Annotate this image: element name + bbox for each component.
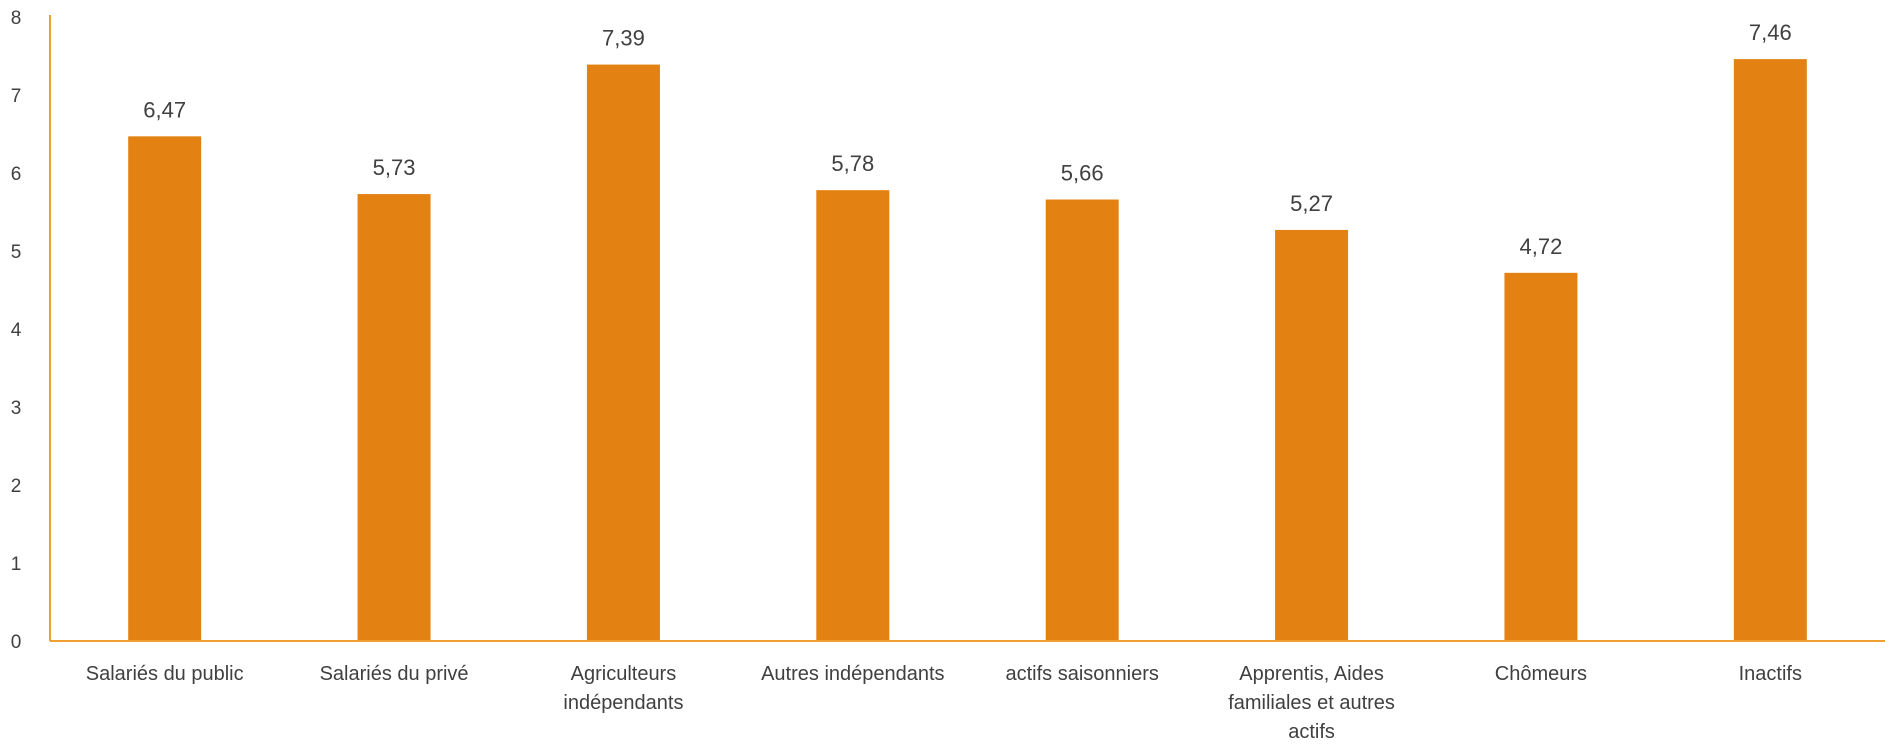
data-label: 6,47 bbox=[143, 97, 186, 122]
bar bbox=[1275, 229, 1349, 641]
x-tick-label: Salariés du privé bbox=[320, 663, 469, 685]
x-tick-label: indépendants bbox=[563, 692, 683, 714]
data-label: 4,72 bbox=[1520, 234, 1563, 259]
y-tick-label: 4 bbox=[11, 320, 22, 341]
data-label: 7,39 bbox=[602, 26, 645, 51]
bar bbox=[128, 136, 202, 641]
x-tick-label: Agriculteurs bbox=[571, 663, 677, 685]
y-tick-label: 2 bbox=[11, 476, 22, 497]
data-label: 5,27 bbox=[1290, 191, 1333, 216]
y-tick-label: 7 bbox=[11, 86, 22, 107]
x-tick-label: Salariés du public bbox=[86, 663, 244, 685]
data-label: 5,78 bbox=[831, 151, 874, 176]
bar bbox=[1733, 59, 1807, 642]
x-tick-label: familiales et autres bbox=[1228, 692, 1395, 714]
bar bbox=[816, 190, 890, 641]
data-label: 5,73 bbox=[373, 155, 416, 180]
x-tick-label: actifs saisonniers bbox=[1005, 663, 1158, 685]
bar bbox=[1504, 272, 1578, 641]
y-tick-label: 8 bbox=[11, 8, 22, 29]
y-tick-label: 0 bbox=[11, 632, 22, 653]
x-tick-label: actifs bbox=[1288, 721, 1335, 741]
x-tick-label: Inactifs bbox=[1739, 663, 1802, 685]
data-label: 5,66 bbox=[1061, 161, 1104, 186]
y-tick-label: 1 bbox=[11, 554, 22, 575]
y-tick-label: 6 bbox=[11, 164, 22, 185]
bar bbox=[586, 64, 660, 641]
y-tick-label: 3 bbox=[11, 398, 22, 419]
x-tick-label: Chômeurs bbox=[1495, 663, 1587, 685]
x-tick-label: Autres indépendants bbox=[761, 663, 944, 685]
bar bbox=[357, 194, 431, 641]
data-label: 7,46 bbox=[1749, 20, 1792, 45]
bar bbox=[1045, 199, 1119, 641]
y-tick-label: 5 bbox=[11, 242, 22, 263]
x-tick-label: Apprentis, Aides bbox=[1239, 663, 1384, 685]
